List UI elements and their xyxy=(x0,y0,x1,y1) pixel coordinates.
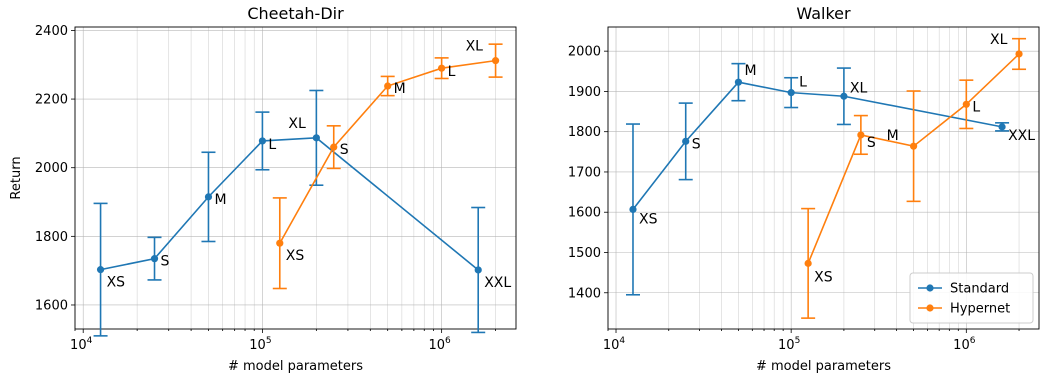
point-label: S xyxy=(692,136,701,152)
point-label: M xyxy=(887,128,899,144)
point-label: S xyxy=(867,135,876,151)
chart-title: Walker xyxy=(796,4,851,23)
data-point xyxy=(96,266,105,274)
point-label: L xyxy=(972,99,980,115)
plot-frame xyxy=(74,26,517,330)
y-tick-label: 2200 xyxy=(35,93,68,108)
legend-swatch-marker xyxy=(926,304,934,312)
data-point xyxy=(682,137,690,145)
point-label: XL xyxy=(466,39,484,55)
point-label: M xyxy=(394,81,406,97)
y-tick-label: 1600 xyxy=(568,206,601,221)
x-tick-base: 10 xyxy=(249,338,266,353)
point-label: S xyxy=(340,142,349,158)
data-point xyxy=(330,143,338,151)
point-label: S xyxy=(161,254,170,270)
x-tick-label: 105 xyxy=(778,336,800,353)
legend-swatch-marker xyxy=(926,284,934,292)
x-tick-exponent: 6 xyxy=(970,336,976,346)
data-point xyxy=(150,255,159,263)
x-tick-exponent: 6 xyxy=(445,336,451,346)
data-point xyxy=(1015,50,1023,58)
grid xyxy=(74,27,516,329)
point-label: L xyxy=(448,64,456,80)
x-tick-label: 106 xyxy=(953,336,976,353)
y-tick-label: 1500 xyxy=(568,246,601,261)
data-point xyxy=(998,123,1006,131)
x-axis-label: # model parameters xyxy=(228,359,363,374)
x-tick-base: 10 xyxy=(603,338,620,353)
data-point xyxy=(474,266,482,274)
y-tick-label: 2000 xyxy=(568,45,601,60)
point-label: XL xyxy=(990,32,1008,48)
x-tick-exponent: 5 xyxy=(266,336,272,346)
point-label: XS xyxy=(286,248,305,264)
data-point xyxy=(840,92,848,100)
series-line xyxy=(100,137,479,271)
x-axis-label: # model parameters xyxy=(756,359,891,374)
point-label: XL xyxy=(288,116,306,132)
x-tick-base: 10 xyxy=(70,338,87,353)
y-tick-label: 1800 xyxy=(35,230,68,245)
data-point xyxy=(384,82,392,90)
series-hypernet: XS S M L XL xyxy=(272,39,503,290)
data-point xyxy=(312,134,320,142)
point-label: M xyxy=(214,192,226,208)
x-tick-base: 10 xyxy=(953,338,970,353)
y-tick-label: 2400 xyxy=(35,24,68,39)
point-label: XXL xyxy=(484,275,511,291)
x-tick-exponent: 4 xyxy=(87,336,93,346)
chart-title: Cheetah-Dir xyxy=(247,4,344,23)
data-point xyxy=(857,131,865,139)
x-tick-label: 106 xyxy=(428,336,451,353)
x-tick-label: 105 xyxy=(249,336,271,353)
x-tick-label: 104 xyxy=(603,336,626,353)
data-point xyxy=(438,64,446,72)
point-label: M xyxy=(744,63,756,79)
data-point xyxy=(962,100,970,108)
data-point xyxy=(629,205,637,214)
point-label: XS xyxy=(814,269,833,285)
y-tick-label: 1700 xyxy=(568,165,601,180)
point-label: XS xyxy=(639,211,658,227)
point-label: XS xyxy=(107,275,126,291)
data-point xyxy=(276,239,284,247)
y-tick-label: 1600 xyxy=(35,298,68,313)
point-label: L xyxy=(268,137,276,153)
legend-entry: Hypernet xyxy=(950,302,1010,317)
x-tick-exponent: 4 xyxy=(619,336,625,346)
point-label: XL xyxy=(850,80,868,96)
plot-frame xyxy=(607,26,1040,330)
legend: Standard Hypernet xyxy=(909,272,1034,324)
data-point xyxy=(204,193,213,201)
point-label: L xyxy=(799,75,807,91)
y-tick-label: 2000 xyxy=(35,161,68,176)
y-tick-label: 1900 xyxy=(568,85,601,100)
data-point xyxy=(787,89,795,97)
y-tick-label: 1800 xyxy=(568,125,601,140)
y-axis-label: Return xyxy=(9,156,24,199)
data-point xyxy=(909,142,918,150)
x-tick-label: 104 xyxy=(70,336,93,353)
y-tick-label: 1400 xyxy=(568,286,601,301)
legend-box xyxy=(909,272,1034,324)
legend-entry: Standard xyxy=(950,282,1009,297)
x-tick-base: 10 xyxy=(778,338,795,353)
x-tick-base: 10 xyxy=(428,338,445,353)
data-point xyxy=(491,57,500,65)
series-standard: XS S M L XL XXL xyxy=(93,89,511,337)
point-label: XXL xyxy=(1008,128,1035,144)
data-point xyxy=(804,259,812,267)
x-tick-exponent: 5 xyxy=(795,336,801,346)
data-point xyxy=(734,78,743,86)
series-line xyxy=(632,81,1003,210)
data-point xyxy=(258,137,267,145)
